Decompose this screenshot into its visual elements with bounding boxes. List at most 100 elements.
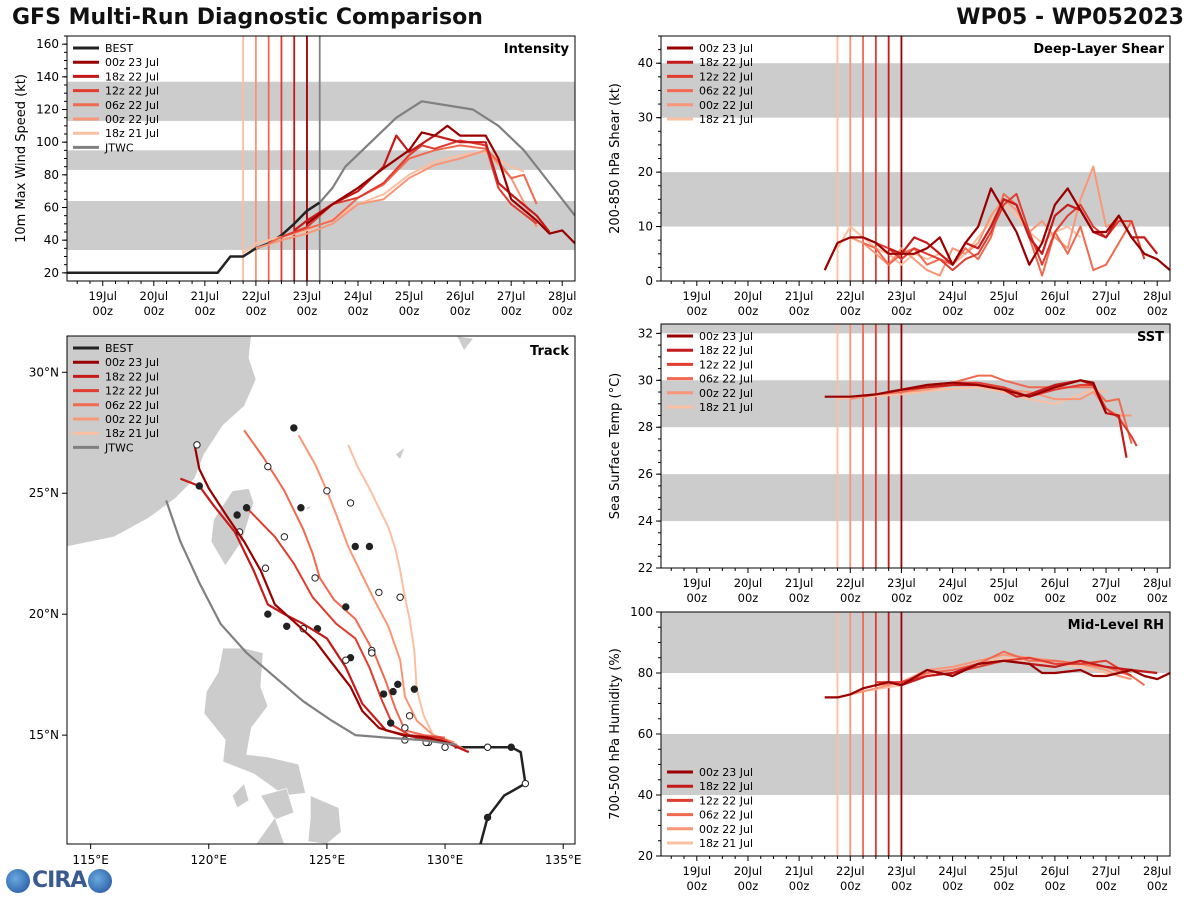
intensity-legend-label: BEST	[105, 42, 133, 55]
track-point	[405, 712, 414, 720]
shear-xtick-hour: 00z	[789, 304, 810, 318]
shear-ytick-label: 20	[638, 165, 653, 179]
shear-xtick-hour: 00z	[1045, 304, 1066, 318]
rh-band	[661, 734, 1170, 795]
sst-panel-label: SST	[1137, 330, 1164, 345]
sst-ytick-label: 22	[638, 561, 653, 575]
shear-xtick-hour: 00z	[942, 304, 963, 318]
sst-xtick-hour: 00z	[891, 591, 912, 605]
shear-xtick-day: 26Jul	[1041, 289, 1070, 303]
sst-legend-label: 18z 21 Jul	[699, 401, 753, 414]
shear-xtick-hour: 00z	[1147, 304, 1168, 318]
shear-xtick-day: 19Jul	[683, 289, 712, 303]
track-point	[401, 724, 409, 732]
shear-panel-label: Deep-Layer Shear	[1033, 42, 1164, 57]
intensity-ylabel: 10m Max Wind Speed (kt)	[14, 74, 29, 243]
sst-xtick-day: 25Jul	[989, 576, 1018, 590]
track-point	[233, 511, 241, 519]
intensity-xtick-day: 21Jul	[191, 289, 220, 303]
intensity-xtick-day: 25Jul	[395, 289, 424, 303]
sst-ytick-label: 32	[638, 326, 653, 340]
intensity-legend-label: 18z 21 Jul	[105, 127, 159, 140]
shear-ytick-label: 30	[638, 111, 653, 125]
rh-ylabel: 700-500 hPa Humidity (%)	[608, 648, 623, 820]
shear-xtick-hour: 00z	[840, 304, 861, 318]
track-ytick-label: 25°N	[29, 486, 59, 500]
intensity-ytick-label: 20	[44, 266, 59, 280]
rh-series-line	[824, 659, 1170, 699]
shear-legend-label: 06z 22 Jul	[699, 85, 753, 98]
intensity-legend-label: 06z 22 Jul	[105, 99, 159, 112]
shear-legend-label: 18z 21 Jul	[699, 113, 753, 126]
sst-xtick-day: 19Jul	[683, 576, 712, 590]
sst-ytick-label: 30	[638, 373, 653, 387]
sst-frame	[660, 323, 1171, 569]
track-point	[311, 574, 319, 582]
intensity-ytick-label: 80	[44, 168, 59, 182]
shear-legend-label: 18z 22 Jul	[699, 56, 753, 69]
intensity-xtick-hour: 00z	[246, 304, 267, 318]
rh-xtick-day: 20Jul	[734, 864, 763, 878]
samar-leyte-landmass	[307, 795, 342, 844]
track-line	[347, 444, 470, 753]
track-xtick-label: 130°E	[427, 853, 464, 867]
rh-xtick-hour: 00z	[840, 879, 861, 893]
track-point	[342, 656, 350, 664]
sst-xtick-hour: 00z	[738, 591, 759, 605]
shear-series-line	[836, 203, 1082, 266]
track-ytick-label: 30°N	[29, 365, 59, 379]
intensity-ytick-label: 100	[36, 135, 59, 149]
shear-ylabel: 200-850 hPa Shear (kt)	[608, 83, 623, 234]
intensity-series-line	[268, 144, 538, 245]
shear-xtick-hour: 00z	[891, 304, 912, 318]
sst-ytick-label: 26	[638, 467, 653, 481]
intensity-xtick-day: 26Jul	[446, 289, 475, 303]
shear-panel: 01020304019Jul00z20Jul00z21Jul00z22Jul00…	[608, 35, 1171, 318]
track-point	[379, 690, 388, 698]
sst-xtick-hour: 00z	[1096, 591, 1117, 605]
rh-ytick-label: 60	[638, 727, 653, 741]
track-xtick-label: 135°E	[545, 853, 582, 867]
sst-xtick-day: 27Jul	[1092, 576, 1121, 590]
track-legend-label: BEST	[105, 342, 133, 355]
track-point	[283, 622, 291, 630]
shear-xtick-hour: 00z	[993, 304, 1014, 318]
rh-xtick-day: 22Jul	[836, 864, 865, 878]
track-ytick-label: 15°N	[29, 728, 59, 742]
rh-panel-label: Mid-Level RH	[1068, 618, 1164, 633]
track-point	[483, 813, 492, 822]
track-legend-label: JTWC	[104, 441, 134, 454]
intensity-xtick-hour: 00z	[92, 304, 113, 318]
intensity-series-line	[318, 100, 575, 217]
intensity-ytick-label: 40	[44, 233, 59, 247]
shear-xtick-day: 25Jul	[989, 289, 1018, 303]
china-landmass	[67, 336, 257, 547]
luzon-landmass	[203, 647, 306, 796]
shear-plot-area	[661, 36, 1170, 281]
page-title: GFS Multi-Run Diagnostic Comparison	[12, 5, 483, 30]
intensity-band	[67, 200, 575, 250]
track-legend-label: 12z 22 Jul	[105, 385, 159, 398]
track-point	[280, 533, 289, 541]
track-legend-label: 18z 21 Jul	[105, 427, 159, 440]
rh-xtick-hour: 00z	[1147, 879, 1168, 893]
shear-legend-label: 00z 22 Jul	[699, 99, 753, 112]
rh-plot-area	[661, 612, 1170, 856]
track-line	[454, 745, 527, 844]
kyushu-landmass	[456, 336, 474, 352]
track-legend-label: 06z 22 Jul	[105, 399, 159, 412]
intensity-xtick-day: 27Jul	[497, 289, 526, 303]
rh-series-line	[837, 656, 1132, 699]
intensity-ytick-label: 120	[36, 103, 59, 117]
rh-xtick-day: 23Jul	[887, 864, 916, 878]
rh-legend-label: 18z 21 Jul	[699, 837, 753, 850]
sst-xtick-hour: 00z	[942, 591, 963, 605]
track-point	[351, 542, 359, 551]
sst-legend-label: 18z 22 Jul	[699, 344, 753, 357]
sst-panel: 22242628303219Jul00z20Jul00z21Jul00z22Ju…	[608, 323, 1171, 605]
intensity-xtick-hour: 00z	[143, 304, 164, 318]
intensity-xtick-day: 22Jul	[242, 289, 271, 303]
